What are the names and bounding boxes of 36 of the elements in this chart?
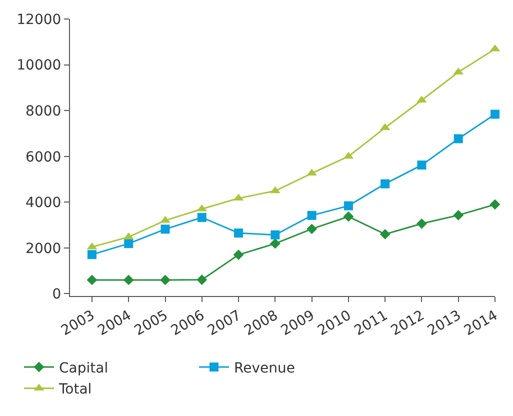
point bbox=[124, 239, 134, 248]
y-tick-label: 8000 bbox=[26, 103, 62, 120]
point bbox=[87, 250, 96, 260]
y-tick-label: 4000 bbox=[26, 195, 62, 212]
point bbox=[196, 274, 208, 285]
point bbox=[453, 210, 464, 220]
y-tick-label: 2000 bbox=[26, 240, 62, 257]
point bbox=[270, 238, 280, 249]
legend-label: Revenue bbox=[234, 360, 295, 376]
point bbox=[307, 210, 316, 220]
point bbox=[160, 216, 170, 223]
legend-label: Capital bbox=[59, 360, 108, 376]
point bbox=[454, 134, 463, 144]
point bbox=[490, 199, 500, 210]
y-tick-label: 6000 bbox=[26, 149, 62, 166]
y-tick-label: 12000 bbox=[16, 12, 62, 28]
point bbox=[197, 212, 206, 222]
point bbox=[160, 274, 170, 286]
point bbox=[416, 96, 427, 103]
point bbox=[416, 218, 427, 229]
y-tick-label: 10000 bbox=[16, 58, 62, 74]
y-tick-label: 0 bbox=[52, 286, 62, 303]
point bbox=[344, 201, 353, 210]
point bbox=[86, 274, 98, 286]
legend-label: Total bbox=[58, 382, 92, 398]
point bbox=[417, 160, 426, 170]
point bbox=[380, 228, 390, 240]
point bbox=[490, 110, 500, 119]
point bbox=[270, 230, 280, 240]
point bbox=[306, 224, 318, 234]
point bbox=[123, 274, 134, 286]
point bbox=[343, 211, 354, 222]
point bbox=[233, 250, 244, 260]
point bbox=[380, 179, 390, 188]
point bbox=[234, 228, 244, 238]
point bbox=[160, 224, 170, 234]
